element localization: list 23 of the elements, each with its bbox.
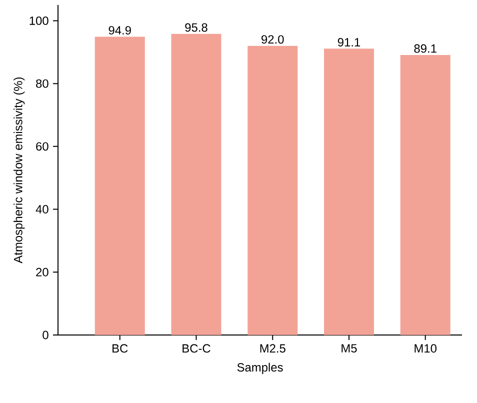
x-axis-title: Samples	[237, 362, 283, 374]
data-label: 91.1	[338, 38, 360, 46]
bar	[94, 36, 145, 335]
y-tick-label: 0	[42, 330, 48, 340]
data-label: 92.0	[262, 35, 284, 44]
bar	[324, 48, 374, 335]
y-tick-label: 20	[36, 268, 48, 276]
data-label: 89.1	[414, 44, 436, 53]
bar	[171, 34, 222, 335]
y-tick-label: 80	[36, 79, 48, 88]
y-axis-title: Atmospheric window emissivity (%)	[14, 77, 25, 264]
bar	[248, 46, 298, 335]
x-tick-label: M5	[342, 344, 357, 353]
y-tick-label: 40	[36, 205, 48, 214]
y-tick-label: 100	[30, 16, 48, 25]
x-tick-label: M10	[414, 344, 437, 353]
data-label: 94.9	[108, 26, 131, 35]
x-tick-label: BC-C	[182, 344, 210, 353]
x-tick-label: M2.5	[260, 344, 286, 353]
bar	[400, 54, 450, 335]
x-tick-label: BC	[112, 344, 128, 353]
y-tick-label: 60	[36, 142, 48, 151]
data-label: 95.8	[185, 23, 208, 32]
